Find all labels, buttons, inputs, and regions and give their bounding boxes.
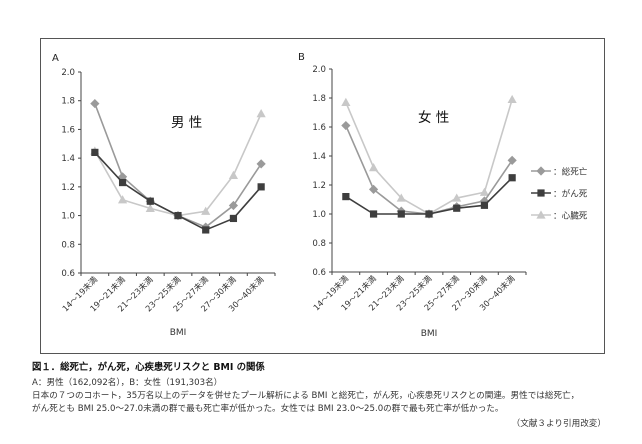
caption-line-1: A：男性（162,092名），B：女性（191,303名）: [32, 378, 223, 388]
legend-marker: [536, 166, 546, 176]
y-tick-label: 1.2: [61, 183, 75, 193]
data-point: [453, 204, 461, 212]
caption-title: 図１．総死亡，がん死，心疾患死リスクと BMI の関係: [32, 362, 265, 373]
data-point: [117, 172, 128, 182]
series-1: [91, 148, 265, 234]
legend-marker: [536, 210, 546, 219]
data-point: [507, 94, 517, 104]
data-point: [479, 187, 490, 196]
panel-label: A: [52, 53, 59, 64]
y-tick-label: 1.6: [312, 123, 326, 133]
legend-label: ：総死亡: [553, 166, 588, 178]
panel-a: 0.60.81.01.21.41.61.82.014～19未満19～21未満21…: [52, 53, 276, 338]
data-point: [145, 203, 155, 212]
data-point: [256, 159, 266, 169]
y-tick-label: 1.0: [312, 210, 326, 220]
y-tick-label: 1.4: [61, 154, 75, 164]
y-tick-label: 1.6: [61, 125, 75, 135]
data-point: [397, 210, 405, 218]
data-point: [256, 109, 266, 118]
legend-label: ：心臓死: [553, 211, 588, 222]
data-point: [146, 197, 154, 205]
data-point: [341, 120, 351, 131]
data-point: [174, 211, 182, 220]
data-point: [341, 97, 351, 106]
x-axis-label: BMI: [170, 328, 187, 338]
series-1: [342, 174, 516, 218]
figure-frame: [40, 38, 605, 354]
data-point: [342, 193, 350, 201]
data-point: [228, 200, 239, 211]
data-point: [507, 155, 517, 165]
y-tick-label: 1.8: [61, 97, 75, 107]
y-tick-label: 2.0: [61, 68, 75, 78]
data-point: [117, 195, 128, 204]
y-tick-label: 0.6: [61, 269, 75, 279]
legend-marker: [537, 189, 545, 197]
y-tick-label: 1.4: [312, 152, 326, 162]
data-point: [425, 210, 433, 218]
caption-line-2: 日本の７つのコホート，35万名以上のデータを併せたプール解析による BMI と総…: [32, 391, 580, 401]
y-tick-label: 0.8: [312, 239, 326, 249]
data-point: [91, 148, 99, 156]
y-tick-label: 2.0: [312, 65, 326, 75]
y-tick-label: 1.8: [312, 94, 326, 104]
data-point: [202, 226, 210, 234]
panel-b: 0.60.81.01.21.41.61.82.014～19未満19～21未満21…: [298, 52, 527, 339]
data-point: [368, 163, 379, 172]
data-point: [257, 183, 265, 191]
legend-label: ：がん死: [553, 188, 588, 200]
y-tick-label: 1.0: [61, 212, 75, 222]
x-axis-label: BMI: [421, 329, 438, 339]
data-point: [369, 210, 378, 218]
caption-source: （文献３より引用改変）: [511, 419, 606, 429]
data-point: [229, 214, 238, 223]
data-point: [118, 178, 127, 187]
data-point: [90, 98, 100, 109]
panel-annotation: 男 性: [171, 115, 202, 131]
panel-annotation: 女 性: [418, 109, 449, 126]
data-point: [480, 201, 489, 209]
legend: ：総死亡 ：がん死 ：心臓死: [531, 166, 588, 222]
data-point: [228, 170, 239, 179]
caption-line-3: がん死とも BMI 25.0～27.0未満の群で最も死亡率が低かった。女性では …: [32, 404, 504, 414]
data-point: [452, 193, 462, 202]
y-tick-label: 0.6: [312, 268, 326, 278]
panel-label: B: [298, 52, 305, 63]
data-point: [201, 206, 211, 215]
y-tick-label: 0.8: [61, 240, 75, 250]
y-tick-label: 1.2: [312, 181, 326, 191]
data-point: [508, 174, 516, 182]
data-point: [396, 193, 406, 202]
data-point: [368, 184, 379, 194]
